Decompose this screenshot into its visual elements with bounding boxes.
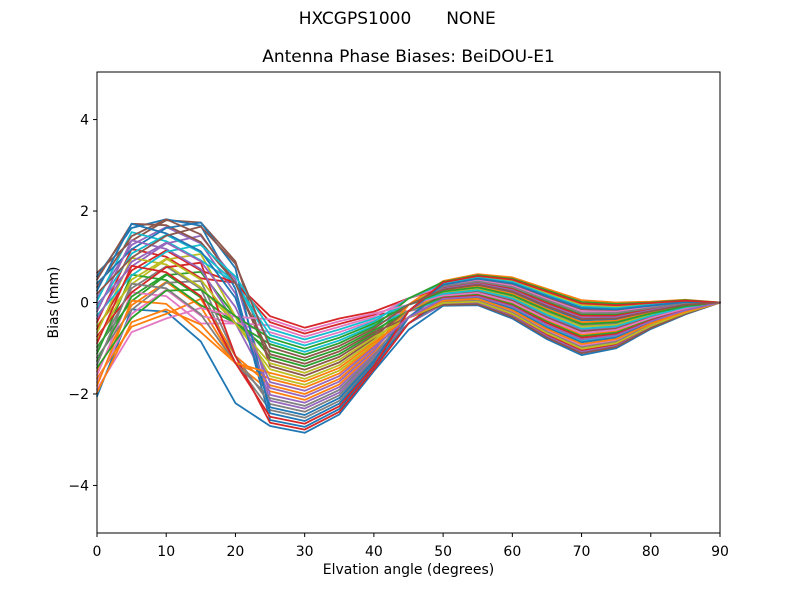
axes-title: Antenna Phase Biases: BeiDOU-E1 bbox=[262, 47, 555, 67]
x-tick-label: 90 bbox=[711, 544, 729, 560]
x-tick-label: 20 bbox=[227, 544, 245, 560]
x-axis: 0 10 20 30 40 50 60 70 80 90 bbox=[93, 533, 729, 560]
x-tick-label: 70 bbox=[573, 544, 591, 560]
x-tick-label: 0 bbox=[93, 544, 102, 560]
x-tick-label: 10 bbox=[157, 544, 175, 560]
x-tick-label: 50 bbox=[434, 544, 452, 560]
y-axis-label: Bias (mm) bbox=[46, 266, 62, 338]
series-line-34 bbox=[96, 264, 721, 425]
y-tick-label: −2 bbox=[68, 387, 89, 403]
x-axis-label: Elvation angle (degrees) bbox=[323, 562, 494, 578]
y-tick-label: −4 bbox=[68, 478, 89, 494]
series-line-01 bbox=[96, 301, 721, 434]
y-tick-label: 0 bbox=[80, 296, 89, 312]
y-tick-label: 4 bbox=[80, 113, 89, 129]
x-tick-label: 40 bbox=[365, 544, 383, 560]
y-axis: −4 −2 0 2 4 bbox=[68, 113, 97, 494]
x-tick-label: 60 bbox=[503, 544, 521, 560]
series-line-35 bbox=[96, 241, 721, 392]
series-line-36 bbox=[96, 225, 721, 359]
y-tick-label: 2 bbox=[80, 204, 89, 220]
suptitle-radome-name: NONE bbox=[446, 9, 496, 29]
suptitle-antenna-name: HXCGPS1000 bbox=[299, 9, 412, 29]
series-lines-group bbox=[96, 218, 721, 434]
x-tick-label: 80 bbox=[642, 544, 660, 560]
x-tick-label: 30 bbox=[296, 544, 314, 560]
